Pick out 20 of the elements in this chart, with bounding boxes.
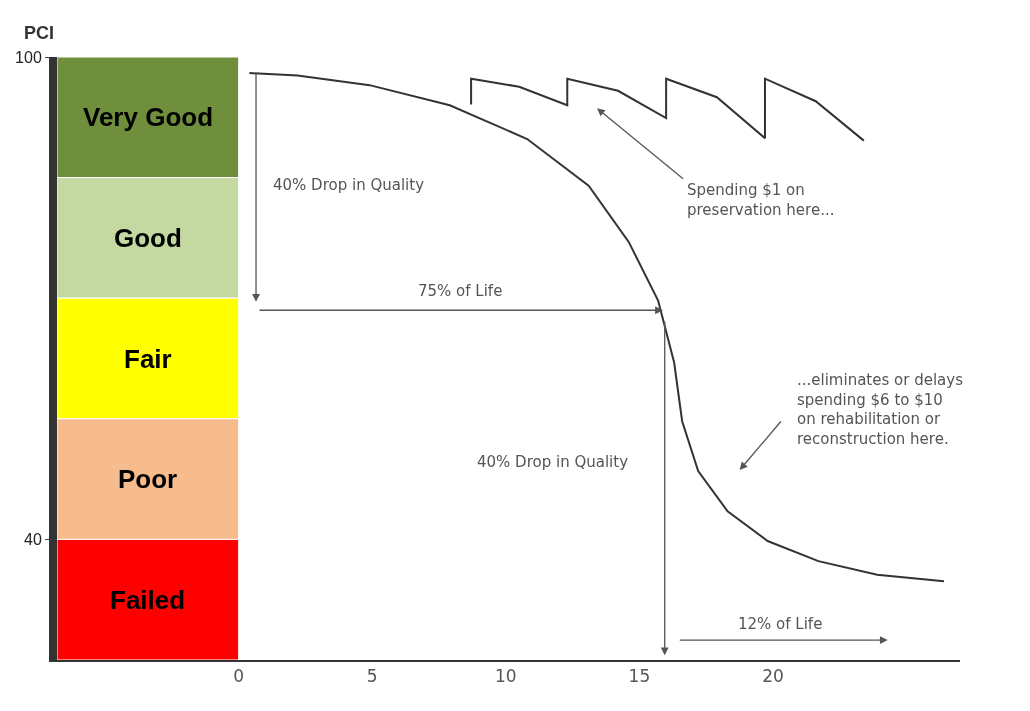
x-tick-label: 20 xyxy=(762,666,784,687)
annotation: 40% Drop in Quality xyxy=(477,453,629,471)
x-tick-label: 5 xyxy=(366,666,378,687)
x-tick-label: 10 xyxy=(495,666,517,687)
x-tick-label: 0 xyxy=(233,666,245,687)
band-label: Poor xyxy=(118,464,178,494)
x-tick-label: 15 xyxy=(628,666,651,687)
line-series xyxy=(470,77,865,142)
y-tick-label: 100 xyxy=(15,48,42,66)
band-label: Failed xyxy=(110,585,186,615)
y-tick-label: 40 xyxy=(24,531,42,548)
annotation: ...eliminates or delays spending $6 to $10 on rehabilitation or reconstruction here. xyxy=(797,371,964,448)
annotation: 75% of Life xyxy=(418,282,503,300)
y-axis-title: PCI xyxy=(24,23,55,43)
annotation: Spending $1 on preservation here... xyxy=(687,181,835,219)
band-label: Fair xyxy=(124,344,172,374)
band-label: Very Good xyxy=(83,102,214,132)
band-label: Good xyxy=(114,223,182,253)
annotation: 40% Drop in Quality xyxy=(273,176,425,194)
annotation: 12% of Life xyxy=(738,615,823,633)
